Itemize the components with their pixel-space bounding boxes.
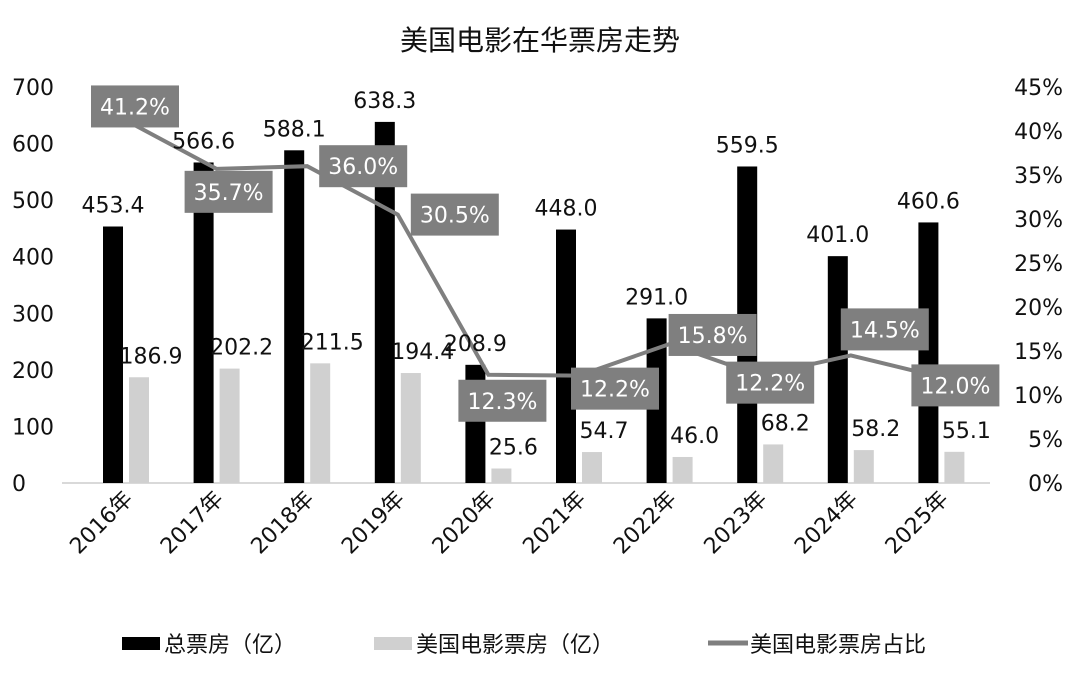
share-label-box — [726, 361, 815, 404]
share-label-box — [184, 170, 273, 213]
legend-swatch-total — [122, 637, 160, 650]
bar-total — [103, 226, 123, 484]
x-tick-label: 2022年 — [609, 487, 682, 560]
share-label: 12.3% — [467, 390, 537, 415]
x-tick-label: 2016年 — [65, 487, 138, 560]
y-left-tick: 500 — [12, 189, 54, 214]
y-left-tick: 400 — [12, 246, 54, 271]
y-right-tick: 40% — [1014, 120, 1063, 145]
share-label-box — [840, 308, 929, 351]
bar-us — [310, 363, 331, 483]
bar-us — [400, 373, 421, 483]
value-label-total: 559.5 — [716, 133, 779, 158]
bar-total — [193, 162, 214, 483]
share-label: 12.2% — [580, 378, 650, 403]
legend: 总票房（亿） 美国电影票房（亿） 美国电影票房占比 — [122, 633, 926, 658]
share-label: 41.2% — [100, 95, 170, 120]
value-label-total: 453.4 — [82, 194, 145, 219]
legend-label-total: 总票房（亿） — [164, 633, 296, 658]
value-label-total: 401.0 — [806, 223, 869, 248]
bar-us — [672, 456, 693, 483]
chart-title: 美国电影在华票房走势 — [400, 24, 680, 57]
y-right-tick: 0% — [1028, 472, 1063, 497]
value-label-total: 460.6 — [897, 189, 960, 214]
legend-swatch-us — [374, 637, 412, 650]
bar-total — [918, 222, 939, 483]
x-tick-label: 2018年 — [247, 487, 320, 560]
value-label-total: 448.0 — [535, 197, 598, 222]
y-right-tick: 10% — [1014, 384, 1063, 409]
value-label-total: 291.0 — [625, 285, 688, 310]
y-right-tick: 45% — [1014, 76, 1063, 101]
share-label-box — [319, 145, 408, 188]
share-label-box — [911, 364, 1000, 407]
value-label-total: 566.6 — [172, 129, 235, 154]
value-label-us: 46.0 — [670, 424, 719, 449]
share-label: 12.2% — [735, 372, 805, 397]
bar-us — [853, 450, 874, 483]
bar-total — [284, 150, 305, 484]
value-label-us: 54.7 — [580, 419, 629, 444]
bar-us — [763, 444, 784, 483]
y-left-tick: 0 — [12, 472, 26, 497]
legend-label-share: 美国电影票房占比 — [750, 633, 926, 658]
share-label: 30.5% — [420, 204, 490, 229]
y-right-tick: 35% — [1014, 164, 1063, 189]
value-label-us: 202.2 — [210, 336, 273, 361]
x-tick-label: 2020年 — [428, 487, 501, 560]
share-label: 35.7% — [194, 181, 264, 206]
x-tick-label: 2019年 — [337, 487, 410, 560]
x-tick-label: 2017年 — [156, 487, 229, 560]
x-tick-label: 2023年 — [700, 487, 773, 560]
x-tick-label: 2024年 — [790, 487, 863, 560]
y-left-tick: 300 — [12, 302, 54, 327]
y-left-tick: 600 — [12, 133, 54, 158]
share-label-box — [458, 379, 547, 422]
share-label-box — [571, 367, 659, 410]
x-tick-label: 2021年 — [518, 487, 591, 560]
share-label: 12.0% — [920, 374, 990, 399]
y-left-tick: 700 — [12, 76, 54, 101]
bar-us — [219, 368, 240, 483]
y-right-tick: 30% — [1014, 208, 1063, 233]
legend-label-us: 美国电影票房（亿） — [416, 633, 614, 658]
value-label-total: 588.1 — [263, 117, 326, 142]
value-label-total: 638.3 — [353, 89, 416, 114]
y-right-tick: 5% — [1028, 428, 1063, 453]
y-right-tick: 25% — [1014, 252, 1063, 277]
bar-total — [556, 229, 576, 483]
bar-us — [944, 451, 965, 483]
value-label-us: 58.2 — [851, 417, 900, 442]
share-label: 15.8% — [678, 324, 748, 349]
share-label-box — [668, 313, 757, 356]
y-right-tick: 20% — [1014, 296, 1063, 321]
value-label-us: 68.2 — [761, 411, 810, 436]
bar-us — [491, 468, 512, 483]
share-label-box — [91, 85, 179, 128]
bar-total — [827, 256, 848, 483]
share-label: 14.5% — [850, 318, 920, 343]
value-label-us: 194.4 — [391, 340, 454, 365]
share-label: 36.0% — [328, 155, 398, 180]
value-label-us: 186.9 — [120, 344, 183, 369]
value-label-us: 25.6 — [489, 436, 538, 461]
y-left-tick: 100 — [12, 415, 54, 440]
y-left-tick: 200 — [12, 359, 54, 384]
bar-us — [129, 377, 149, 483]
x-tick-label: 2025年 — [881, 487, 954, 560]
value-label-total: 208.9 — [444, 332, 507, 357]
value-label-us: 211.5 — [301, 330, 364, 355]
bar-us — [582, 452, 602, 483]
y-right-tick: 15% — [1014, 340, 1063, 365]
value-label-us: 55.1 — [942, 419, 991, 444]
share-label-box — [410, 193, 499, 236]
